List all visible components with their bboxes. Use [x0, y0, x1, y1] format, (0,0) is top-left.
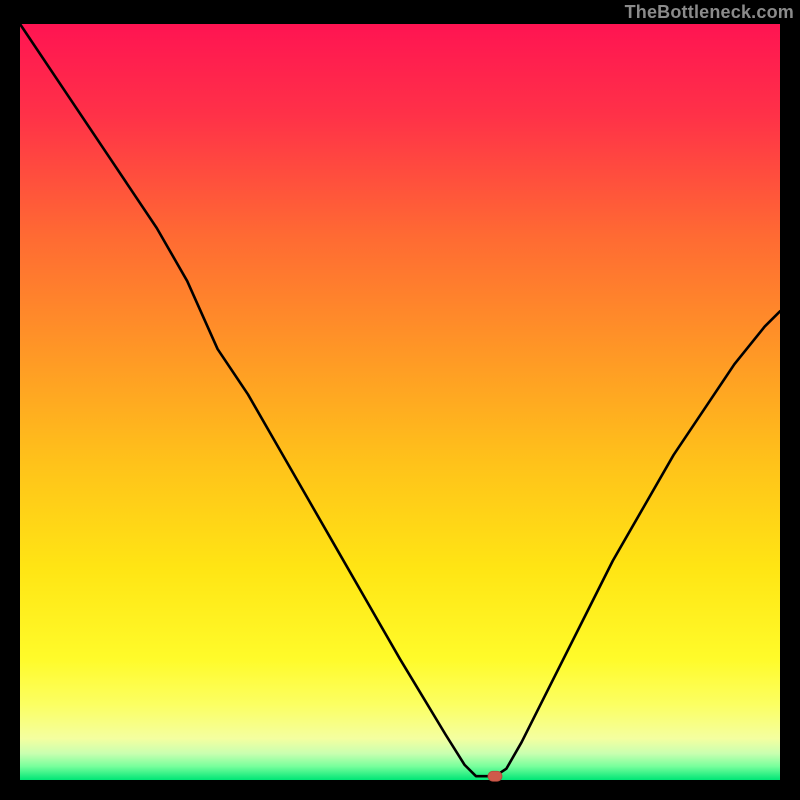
bottleneck-chart [0, 0, 800, 800]
optimal-point-marker [488, 771, 502, 781]
plot-background [20, 24, 780, 780]
chart-container: TheBottleneck.com [0, 0, 800, 800]
